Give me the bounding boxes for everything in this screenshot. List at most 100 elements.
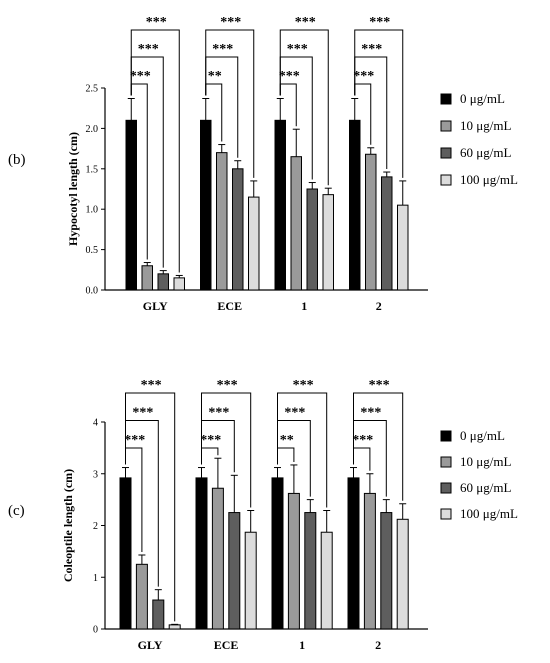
panel-1-bar	[216, 152, 228, 291]
panel-2-bar	[347, 477, 360, 630]
panel-2-bar	[119, 477, 132, 630]
panel-2-y-tick-label: 0	[93, 625, 98, 636]
panel-1-x-tick-label: ECE	[217, 299, 242, 313]
panel-2-significance-bracket	[353, 392, 404, 501]
panel-2-bar	[244, 531, 257, 630]
panel-1-legend-swatch	[440, 147, 452, 159]
panel-2-significance-label: **	[280, 433, 294, 448]
panel-1-bar	[232, 168, 244, 291]
panel-2-bar	[152, 599, 165, 630]
panel-1-significance-label: ***	[353, 69, 374, 84]
panel-1-significance-bracket	[130, 29, 180, 273]
panel-1-bar	[141, 265, 153, 291]
panel-2-legend-swatch	[440, 482, 452, 494]
panel-2-significance-label: ***	[352, 433, 373, 448]
panel-1-significance-label: ***	[279, 69, 300, 84]
panel-2-legend-swatch	[440, 430, 452, 442]
panel-2-significance-label: ***	[217, 378, 238, 393]
panel-1-bar	[349, 119, 361, 291]
panel-1-bar	[125, 119, 137, 291]
panel-2-y-tick-label: 2	[93, 521, 98, 532]
panel-2-x-tick-label: GLY	[138, 638, 163, 652]
panel-1-significance-label: ***	[212, 42, 233, 57]
panel-2-significance-label: ***	[208, 406, 229, 421]
panel-1-label: (b)	[8, 152, 26, 168]
panel-1-bar	[365, 153, 377, 291]
panel-1-y-tick-label: 0.5	[86, 245, 99, 256]
panel-2-bar	[320, 531, 333, 630]
panel-1-bar	[248, 196, 260, 291]
panel-1-bar	[274, 119, 286, 291]
panel-1-y-tick-label: 1.5	[86, 164, 99, 175]
panel-1-x-tick-label: 1	[301, 299, 307, 313]
panel-1-significance-bracket	[354, 29, 404, 178]
panel-1-x-tick-label: 2	[376, 299, 382, 313]
panel-2-label: (c)	[8, 503, 25, 519]
panel-1-y-tick-label: 0.0	[86, 286, 99, 297]
panel-1-significance-label: ***	[138, 42, 159, 57]
panel-1-significance-label: **	[208, 69, 222, 84]
panel-1-significance-label: ***	[295, 15, 316, 30]
panel-2-y-tick-label: 4	[93, 418, 98, 429]
panel-2-legend-label: 10 μg/mL	[460, 454, 511, 469]
panel-1-legend-swatch	[440, 93, 452, 105]
panel-2-bar	[304, 512, 317, 630]
panel-1-y-tick-label: 2.0	[86, 124, 99, 135]
panel-1-bar	[397, 204, 409, 291]
panel-1-significance-label: ***	[130, 69, 151, 84]
panel-1-bar	[306, 188, 318, 291]
panel-2-significance-bracket	[125, 392, 176, 622]
panel-1-legend-swatch	[440, 174, 452, 186]
panel-2-legend-label: 100 μg/mL	[460, 506, 518, 521]
panel-2-legend-label: 60 μg/mL	[460, 480, 511, 495]
panel-2-x-tick-label: 2	[375, 638, 381, 652]
panel-1-legend-label: 100 μg/mL	[460, 172, 518, 187]
panel-2-significance-label: ***	[284, 406, 305, 421]
panel-1-bar	[200, 119, 212, 291]
panel-1-significance-label: ***	[369, 15, 390, 30]
panel-2-y-tick-label: 1	[93, 573, 98, 584]
panel-1-significance-label: ***	[287, 42, 308, 57]
panel-2-significance-label: ***	[369, 378, 390, 393]
panel-1-y-tick-label: 2.5	[86, 84, 99, 95]
panel-2-legend-swatch	[440, 508, 452, 520]
panel-2-significance-label: ***	[200, 433, 221, 448]
panel-1-y-axis-title: Hypocotyl length (cm)	[66, 132, 80, 246]
panel-2-bar	[287, 492, 300, 630]
panel-2-significance-bracket	[277, 392, 328, 508]
panel-1-significance-bracket	[205, 29, 255, 178]
panel-1-legend-label: 0 μg/mL	[460, 91, 505, 106]
panel-2-x-tick-label: ECE	[214, 638, 239, 652]
panel-2-bar	[396, 518, 409, 630]
panel-2-bar	[228, 512, 241, 630]
panel-2-bar	[135, 563, 148, 630]
panel-1-bar	[322, 194, 334, 291]
panel-2-significance-label: ***	[141, 378, 162, 393]
panel-1-legend-label: 60 μg/mL	[460, 145, 511, 160]
panel-2-x-tick-label: 1	[299, 638, 305, 652]
panel-2-y-axis-title: Coleoptile length (cm)	[61, 469, 75, 582]
panel-1-x-tick-label: GLY	[143, 299, 168, 313]
panel-2-bar	[363, 492, 376, 630]
panel-1-significance-label: ***	[146, 15, 167, 30]
panel-2-legend-label: 0 μg/mL	[460, 428, 505, 443]
panel-2-significance-bracket	[201, 392, 252, 508]
panel-2-significance-label: ***	[132, 406, 153, 421]
panel-1-legend-label: 10 μg/mL	[460, 118, 511, 133]
panel-1-legend-swatch	[440, 120, 452, 132]
panel-2-legend-swatch	[440, 456, 452, 468]
panel-1-bar	[157, 273, 169, 291]
panel-1-bar	[290, 156, 302, 291]
panel-1-bar	[173, 277, 185, 291]
panel-1-significance-label: ***	[361, 42, 382, 57]
panel-2-bar	[195, 477, 208, 630]
panel-2-bar	[211, 487, 224, 630]
panel-2-bar	[271, 477, 284, 630]
panel-1-bar	[381, 176, 393, 291]
panel-1-significance-bracket	[279, 29, 329, 186]
panel-2-significance-label: ***	[360, 406, 381, 421]
panel-2-y-tick-label: 3	[93, 469, 98, 480]
panel-1-y-tick-label: 1.0	[86, 205, 99, 216]
panel-2-bar	[380, 512, 393, 630]
